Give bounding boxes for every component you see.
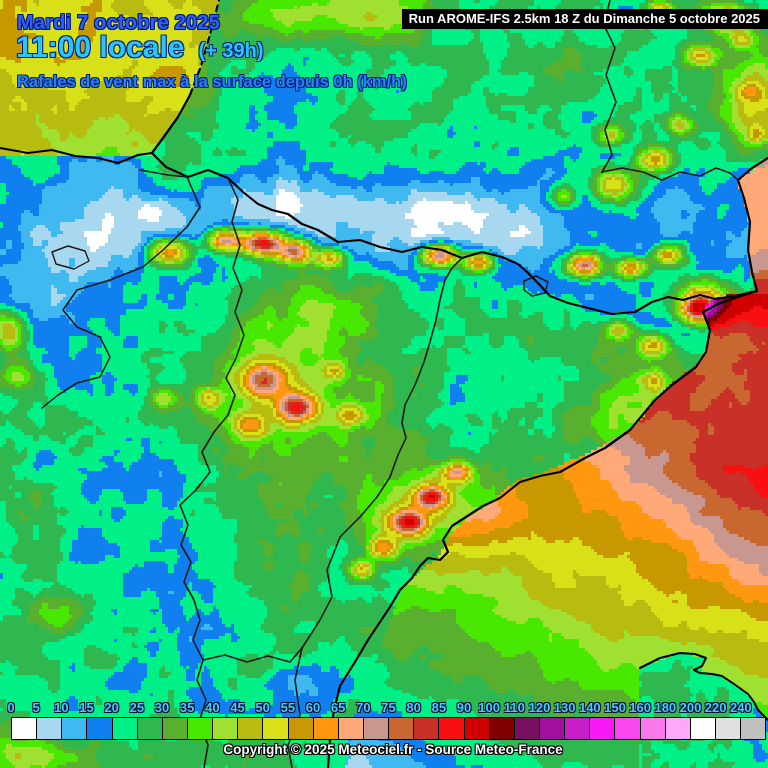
legend-tick-label: 110 xyxy=(503,700,525,715)
legend-swatch xyxy=(664,717,691,740)
legend-swatch xyxy=(61,717,88,740)
legend-tick-label: 90 xyxy=(456,700,472,715)
legend-tick-label: 65 xyxy=(330,700,346,715)
legend-tick-label: 180 xyxy=(654,700,677,715)
legend-swatch xyxy=(136,717,163,740)
legend-swatch xyxy=(212,717,239,740)
legend-swatch xyxy=(312,717,339,740)
legend-swatch xyxy=(237,717,264,740)
legend-tick-label: 130 xyxy=(553,700,576,715)
legend-swatch xyxy=(287,717,314,740)
legend-tick-label: 35 xyxy=(179,700,195,715)
legend-tick-label: 15 xyxy=(79,700,94,715)
legend-tick-label: 40 xyxy=(205,700,220,715)
legend-swatch xyxy=(639,717,666,740)
legend-color-scale xyxy=(11,717,767,740)
copyright-label: Copyright © 2025 Meteociel.fr - Source M… xyxy=(223,742,563,757)
legend-tick-label: 140 xyxy=(578,700,601,715)
legend-tick-label: 220 xyxy=(704,700,727,715)
legend-tick-label: 20 xyxy=(104,700,119,715)
legend-swatch xyxy=(161,717,188,740)
legend-swatch xyxy=(388,717,415,740)
legend-tick-label: 80 xyxy=(406,700,421,715)
legend-swatch xyxy=(689,717,716,740)
map-parameter-subtitle: Rafales de vent max à la surface depuis … xyxy=(17,73,407,91)
legend-swatch xyxy=(488,717,515,740)
legend-tick-label: 10 xyxy=(54,700,69,715)
legend-tick-label: 150 xyxy=(604,700,626,715)
legend-swatch xyxy=(438,717,465,740)
legend-swatch xyxy=(111,717,138,740)
legend-swatch xyxy=(11,717,38,740)
legend-tick-label: 50 xyxy=(255,700,270,715)
legend-swatch xyxy=(86,717,113,740)
legend-swatch xyxy=(36,717,63,740)
legend-swatch xyxy=(614,717,641,740)
legend-scale-labels: 0 5 10 15 20 25 30 35 40 45 50 55 60 65 70 75 80 85 90 100 1… xyxy=(0,701,768,715)
legend-swatch xyxy=(564,717,591,740)
legend-swatch xyxy=(463,717,490,740)
legend-swatch xyxy=(714,717,742,740)
legend-swatch xyxy=(262,717,289,740)
legend-tick-label: 55 xyxy=(280,700,296,715)
model-run-badge: Run AROME-IFS 2.5km 18 Z du Dimanche 5 o… xyxy=(401,9,768,29)
legend-swatch xyxy=(538,717,566,740)
forecast-time-row: 11:00 locale (+ 39h) xyxy=(16,31,264,65)
legend-swatch xyxy=(413,717,440,740)
legend-tick-label: 60 xyxy=(305,700,321,715)
legend-tick-label: 240 xyxy=(729,700,752,715)
legend-tick-label: 75 xyxy=(381,700,396,715)
legend-swatch xyxy=(589,717,616,740)
legend-swatch xyxy=(740,717,767,740)
legend-tick-label: 30 xyxy=(154,700,170,715)
legend-tick-label: 25 xyxy=(129,700,145,715)
legend-swatch xyxy=(362,717,390,740)
legend-tick-label: 200 xyxy=(679,700,702,715)
legend-tick-label: 85 xyxy=(431,700,447,715)
legend-tick-label: 160 xyxy=(629,700,652,715)
legend-tick-label: 70 xyxy=(356,700,371,715)
legend-tick-label: 100 xyxy=(478,700,501,715)
forecast-date-label: Mardi 7 octobre 2025 xyxy=(17,12,220,34)
legend-tick-label: 120 xyxy=(528,700,551,715)
legend-tick-label: 5 xyxy=(32,700,40,715)
legend-tick-label: 45 xyxy=(230,700,245,715)
legend-swatch xyxy=(513,717,540,740)
forecast-offset-label: (+ 39h) xyxy=(198,40,264,62)
legend-tick-label: 0 xyxy=(7,700,15,715)
local-time-label: 11:00 locale xyxy=(16,31,185,64)
legend-swatch xyxy=(186,717,214,740)
legend-swatch xyxy=(337,717,364,740)
